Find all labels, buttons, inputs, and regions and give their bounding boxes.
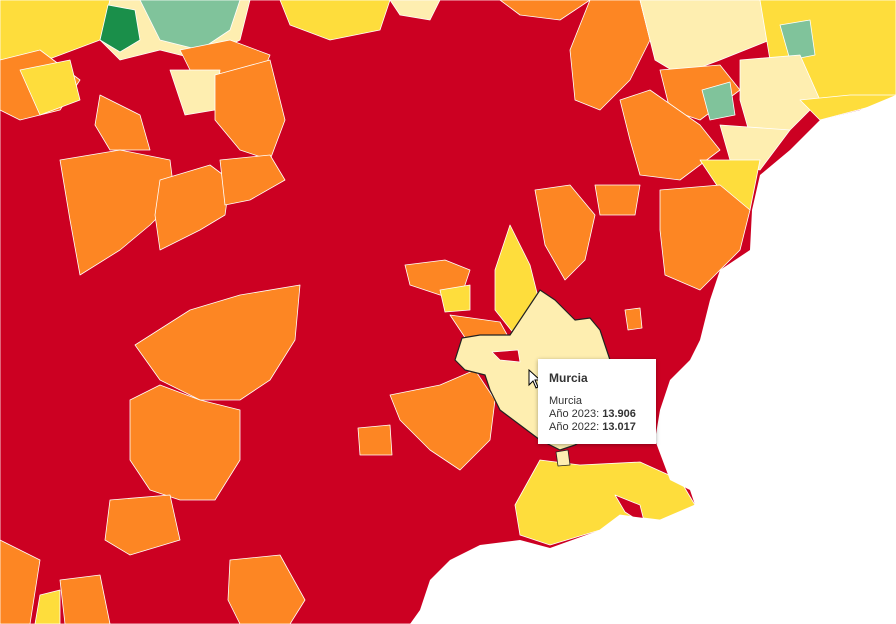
- region[interactable]: [104, 494, 181, 556]
- label: Año 2023:: [549, 408, 600, 420]
- region[interactable]: [389, 369, 496, 471]
- region[interactable]: [701, 81, 736, 121]
- tooltip-year-2023: Año 2023: 13.906: [549, 408, 645, 421]
- value: 13.017: [602, 421, 636, 433]
- region[interactable]: [59, 574, 111, 624]
- region[interactable]: [719, 124, 791, 171]
- region[interactable]: [0, 0, 111, 71]
- region[interactable]: [499, 0, 591, 21]
- region[interactable]: [439, 284, 471, 313]
- region[interactable]: [134, 284, 301, 401]
- region[interactable]: [94, 94, 151, 151]
- region[interactable]: [34, 589, 61, 624]
- tooltip-title: Murcia: [549, 371, 588, 385]
- region[interactable]: [799, 94, 896, 121]
- value: 13.906: [602, 408, 636, 420]
- region[interactable]: [129, 384, 241, 501]
- map-tooltip: Murcia Murcia Año 2023: 13.906 Año 2022:…: [538, 359, 656, 444]
- tooltip-year-2022: Año 2022: 13.017: [549, 421, 645, 434]
- region[interactable]: [19, 59, 81, 116]
- region[interactable]: [555, 449, 571, 467]
- region[interactable]: [624, 307, 643, 331]
- region[interactable]: [594, 184, 641, 216]
- label: Año 2022:: [549, 421, 600, 433]
- region[interactable]: [154, 164, 231, 251]
- region[interactable]: [139, 0, 241, 51]
- region[interactable]: [227, 554, 306, 624]
- region[interactable]: [219, 154, 286, 206]
- region[interactable]: [779, 19, 816, 61]
- region[interactable]: [59, 149, 176, 276]
- sea: [410, 95, 896, 624]
- region[interactable]: [639, 0, 771, 76]
- region[interactable]: [279, 0, 391, 41]
- region[interactable]: [99, 4, 141, 53]
- region[interactable]: [357, 424, 393, 456]
- tooltip-name: Murcia: [549, 395, 583, 407]
- region[interactable]: [491, 349, 521, 363]
- region[interactable]: [534, 184, 596, 281]
- region[interactable]: [389, 0, 441, 21]
- region[interactable]: [0, 539, 41, 624]
- region[interactable]: [619, 89, 721, 181]
